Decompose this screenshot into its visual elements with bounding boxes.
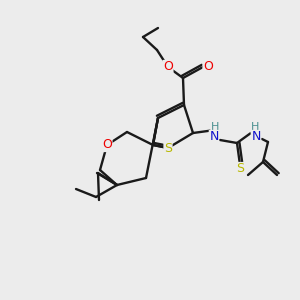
Text: O: O xyxy=(163,61,173,74)
Text: S: S xyxy=(236,163,244,176)
Text: H: H xyxy=(251,122,259,132)
Text: N: N xyxy=(209,130,219,143)
Text: H: H xyxy=(211,122,219,132)
Text: O: O xyxy=(102,139,112,152)
Text: S: S xyxy=(164,142,172,154)
Text: N: N xyxy=(251,130,261,143)
Text: O: O xyxy=(203,61,213,74)
